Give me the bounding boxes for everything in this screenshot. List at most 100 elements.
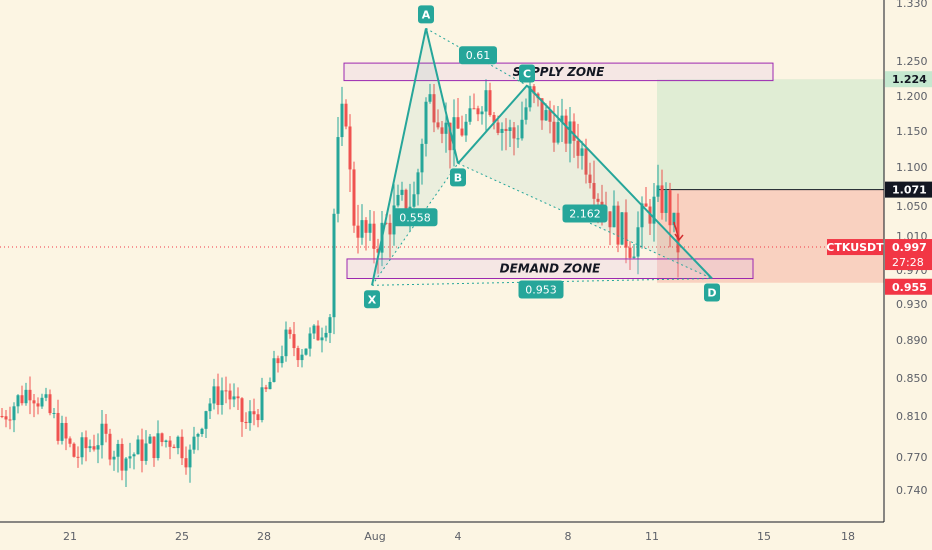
candle-body <box>192 436 196 450</box>
candle-body <box>272 358 276 382</box>
candle-body <box>96 445 100 450</box>
point-badge-a <box>418 5 434 24</box>
candle-body <box>36 403 40 407</box>
harmonic-pattern: X A B C D 0.61 0.558 2.162 0.953 <box>364 5 720 309</box>
candle-body <box>472 108 476 110</box>
candle-body <box>676 212 680 253</box>
candle-body <box>184 458 188 468</box>
candle-body <box>404 189 408 213</box>
candle-body <box>256 414 260 421</box>
y-tick-label: 1.100 <box>896 161 928 174</box>
candle-body <box>636 227 640 257</box>
candle-body <box>284 329 288 357</box>
candle-body <box>628 247 632 258</box>
candle-body <box>52 412 56 414</box>
point-label-c: C <box>523 68 531 81</box>
candle-body <box>156 433 160 459</box>
ratio-label: 2.162 <box>569 208 601 221</box>
candle-body <box>312 325 316 334</box>
y-tick-label: 1.200 <box>896 90 928 103</box>
candle-body <box>388 222 392 235</box>
candle-body <box>316 325 320 341</box>
x-tick-label: 18 <box>841 530 855 543</box>
symbol-tag <box>827 239 883 256</box>
candle-body <box>512 127 516 139</box>
candle-body <box>556 122 560 143</box>
candle-body <box>232 396 236 400</box>
candle-body <box>324 332 328 338</box>
candle-body <box>40 397 44 407</box>
candle-body <box>456 117 460 129</box>
ratio-label: 0.558 <box>399 211 431 224</box>
ratio-badge <box>562 204 608 223</box>
candle-body <box>208 403 212 412</box>
candle-body <box>332 213 336 318</box>
candle-body <box>120 443 124 471</box>
candle-body <box>260 387 264 421</box>
candle-body <box>668 190 672 226</box>
candle-body <box>28 389 32 401</box>
x-tick-label: Aug <box>364 530 385 543</box>
symbol-tag-label: CTKUSDT <box>826 241 884 254</box>
candle-body <box>180 436 184 459</box>
candle-body <box>660 185 664 213</box>
candle-body <box>304 348 308 355</box>
candle-body <box>348 126 352 170</box>
candle-body <box>8 419 12 421</box>
candle-body <box>652 196 656 224</box>
candle-body <box>460 128 464 136</box>
candle-body <box>608 211 612 228</box>
ratio-badge <box>518 280 564 299</box>
candle-body <box>344 103 348 127</box>
candle-body <box>116 443 120 457</box>
candle-body <box>564 115 568 144</box>
candle-body <box>440 127 444 134</box>
candle-body <box>548 110 552 122</box>
y-tick-label: 0.810 <box>896 410 928 423</box>
candle-body <box>252 411 256 415</box>
candle-body <box>44 394 48 398</box>
y-tick-label: 1.250 <box>896 55 928 68</box>
price-tag-label-countdown: 27:28 <box>892 256 924 269</box>
candle-body <box>236 396 240 399</box>
candle-body <box>160 433 164 443</box>
candle-body <box>16 395 20 407</box>
candle-body <box>32 400 36 404</box>
candle-body <box>60 422 64 441</box>
x-tick-label: 11 <box>645 530 659 543</box>
candle-body <box>212 386 216 404</box>
price-tag-countdown <box>885 254 932 271</box>
candle-body <box>48 394 52 414</box>
candle-body <box>444 122 448 134</box>
candle-body <box>84 437 88 449</box>
candle-body <box>340 103 344 138</box>
ratio-line-BD <box>457 162 713 279</box>
candle-body <box>4 416 8 420</box>
point-badge-x <box>364 290 380 309</box>
y-tick-label: 0.740 <box>896 484 928 497</box>
candle-body <box>76 456 80 458</box>
candle-body <box>140 439 144 461</box>
point-label-b: B <box>454 171 462 184</box>
candle-body <box>572 121 576 141</box>
candle-body <box>336 137 340 214</box>
candle-body <box>92 446 96 450</box>
candle-body <box>496 122 500 133</box>
price-tag-target <box>885 71 932 88</box>
candle-body <box>552 121 556 143</box>
candle-body <box>416 172 420 195</box>
candle-body <box>376 248 380 253</box>
candle-body <box>560 115 564 123</box>
price-tag-label-last: 0.997 <box>892 241 927 254</box>
ratio-badge <box>459 46 497 65</box>
candle-body <box>320 337 324 341</box>
point-badge-b <box>450 168 466 187</box>
candle-body <box>144 443 148 461</box>
price-tag-stop <box>885 278 932 295</box>
candle-body <box>364 220 368 233</box>
candle-body <box>672 212 676 226</box>
candle-body <box>532 86 536 94</box>
ratio-label: 0.953 <box>525 284 557 297</box>
leg-CD <box>526 84 713 280</box>
